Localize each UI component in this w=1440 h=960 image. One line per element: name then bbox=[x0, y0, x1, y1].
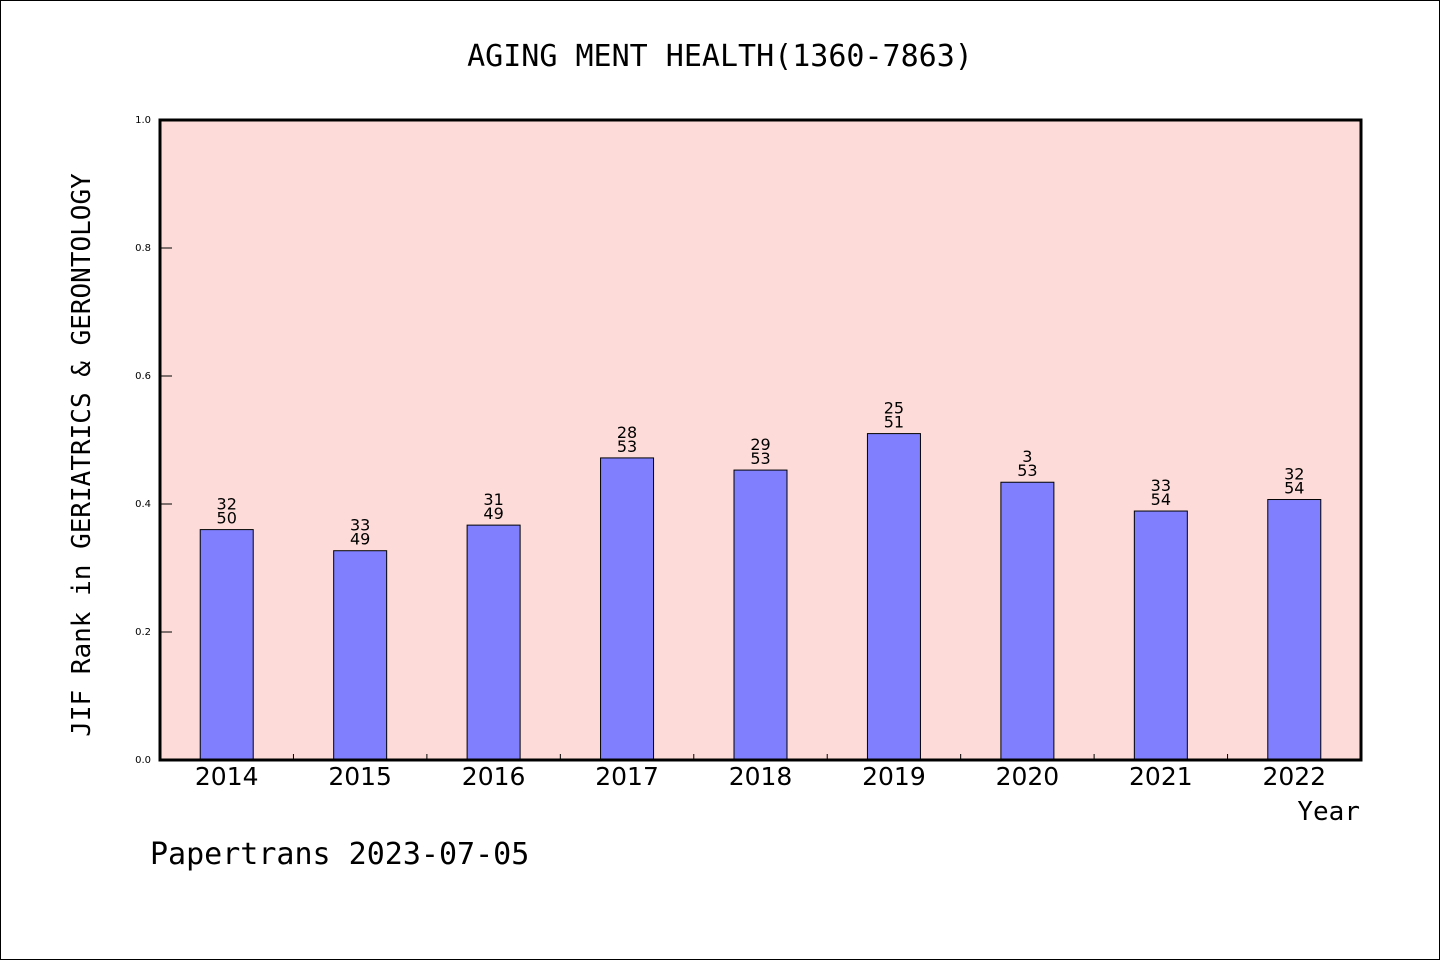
data-label-total-2017: 53 bbox=[617, 437, 637, 456]
data-label-total-2016: 49 bbox=[483, 504, 503, 523]
y-tick-label-0.2: 0.2 bbox=[135, 627, 151, 638]
data-label-rank-2016: 31 bbox=[483, 490, 503, 509]
bar-2018 bbox=[733, 469, 788, 761]
data-label-rank-2021: 33 bbox=[1151, 476, 1171, 495]
data-label-rank-2022: 32 bbox=[1284, 465, 1304, 484]
data-label-rank-2015: 33 bbox=[350, 516, 370, 535]
y-tick-label-0.8: 0.8 bbox=[135, 243, 151, 254]
data-label-total-2014: 50 bbox=[217, 509, 237, 528]
bar-2022 bbox=[1267, 499, 1322, 761]
data-label-rank-2019: 25 bbox=[884, 399, 904, 418]
data-label-rank-2014: 32 bbox=[217, 495, 237, 514]
y-tick-label-1.0: 1.0 bbox=[135, 115, 151, 126]
data-label-total-2020: 53 bbox=[1017, 461, 1037, 480]
x-tick-label-2015: 2015 bbox=[328, 762, 392, 791]
bar-2015 bbox=[333, 550, 388, 761]
x-tick-label-2018: 2018 bbox=[729, 762, 793, 791]
x-tick-label-2014: 2014 bbox=[195, 762, 259, 791]
bar-2016 bbox=[466, 524, 521, 761]
y-axis-label: JIF Rank in GERIATRICS & GERONTOLOGY bbox=[67, 173, 97, 737]
x-tick-label-2017: 2017 bbox=[595, 762, 659, 791]
data-label-total-2022: 54 bbox=[1284, 479, 1304, 498]
data-label-rank-2018: 29 bbox=[750, 435, 770, 454]
chart-title: AGING MENT HEALTH(1360-7863) bbox=[467, 39, 973, 74]
x-tick-label-2020: 2020 bbox=[996, 762, 1060, 791]
y-tick-label-0.0: 0.0 bbox=[135, 755, 151, 766]
x-tick-label-2019: 2019 bbox=[862, 762, 926, 791]
bar-2014 bbox=[199, 529, 254, 761]
x-tick-label-2016: 2016 bbox=[462, 762, 526, 791]
plot-border bbox=[158, 118, 1363, 762]
x-axis-label: Year bbox=[1297, 797, 1360, 827]
y-tick-label-0.6: 0.6 bbox=[135, 371, 151, 382]
data-label-total-2018: 53 bbox=[750, 449, 770, 468]
bar-2019 bbox=[866, 433, 921, 761]
data-label-rank-2017: 28 bbox=[617, 423, 637, 442]
footer-text: Papertrans 2023-07-05 bbox=[150, 837, 529, 872]
bar-2020 bbox=[1000, 481, 1055, 761]
data-label-total-2015: 49 bbox=[350, 530, 370, 549]
ticks-group: 2014 2015 2016 2017 2018 2019 2020 2021 2022 0.0 0… bbox=[135, 115, 1326, 791]
data-label-total-2019: 51 bbox=[884, 413, 904, 432]
x-tick-label-2021: 2021 bbox=[1129, 762, 1193, 791]
x-tick-label-2022: 2022 bbox=[1262, 762, 1326, 791]
y-tick-label-0.4: 0.4 bbox=[135, 499, 151, 510]
data-label-rank-2020: 3 bbox=[1022, 447, 1032, 466]
data-label-total-2021: 54 bbox=[1151, 490, 1171, 509]
bar-2021 bbox=[1133, 510, 1188, 761]
bar-2017 bbox=[600, 457, 655, 761]
